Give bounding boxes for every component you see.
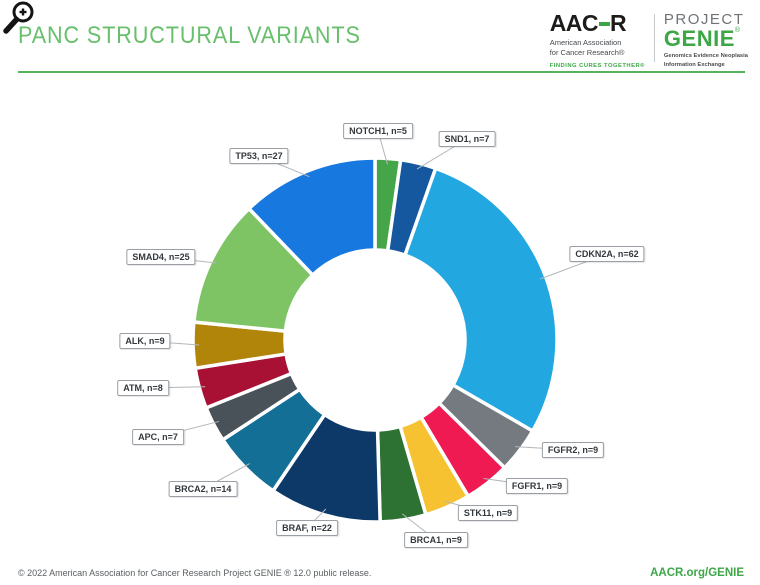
slice-label-TP53: TP53, n=27 (229, 148, 289, 164)
aacr-genie-link[interactable]: AACR.org/GENIE (650, 567, 744, 579)
slice-label-ALK: ALK, n=9 (119, 333, 171, 349)
slice-label-FGFR2: FGFR2, n=9 (541, 442, 605, 458)
slice-label-SMAD4: SMAD4, n=25 (126, 249, 196, 265)
logo-divider (653, 14, 655, 62)
slice-label-BRCA1: BRCA1, n=9 (404, 532, 468, 548)
aacr-word-left: AAC (549, 10, 599, 36)
aacr-subtitle: American Association for Cancer Research… (549, 38, 625, 57)
project-genie-logo: PROJECT GENIE® Genomics Evidence Neoplas… (664, 12, 748, 69)
aacr-dash-icon (599, 21, 611, 26)
slice-label-STK11: STK11, n=9 (457, 505, 519, 521)
donut-slice-CDKN2A[interactable] (402, 166, 559, 434)
registered-mark: ® (734, 27, 741, 34)
aacr-logo: AAC R American Association for Cancer Re… (550, 12, 645, 69)
slice-label-SND1: SND1, n=7 (438, 131, 496, 147)
genie-tagline: Genomics Evidence Neoplasia Information … (663, 53, 748, 68)
slice-label-NOTCH1: NOTCH1, n=5 (343, 123, 413, 139)
aacr-word-right: R (610, 10, 627, 36)
title-divider (18, 71, 745, 73)
project-label: PROJECT (663, 11, 745, 28)
copyright-text: © 2022 American Association for Cancer R… (18, 568, 372, 578)
page-title: PANC STRUCTURAL VARIANTS (18, 22, 361, 49)
aacr-wordmark: AAC R (550, 12, 645, 35)
slice-label-BRAF: BRAF, n=22 (276, 520, 338, 536)
donut-slice-TP53[interactable] (246, 156, 377, 278)
genie-label: GENIE® (663, 26, 741, 51)
slice-label-FGFR1: FGFR1, n=9 (505, 478, 569, 494)
logo-group: AAC R American Association for Cancer Re… (550, 12, 748, 69)
aacr-tagline: FINDING CURES TOGETHER® (549, 62, 645, 69)
slice-label-APC: APC, n=7 (132, 429, 184, 445)
slice-label-CDKN2A: CDKN2A, n=62 (569, 246, 645, 262)
slice-label-ATM: ATM, n=8 (117, 380, 169, 396)
zoom-in-icon[interactable] (0, 0, 38, 38)
slice-label-BRCA2: BRCA2, n=14 (168, 481, 238, 497)
